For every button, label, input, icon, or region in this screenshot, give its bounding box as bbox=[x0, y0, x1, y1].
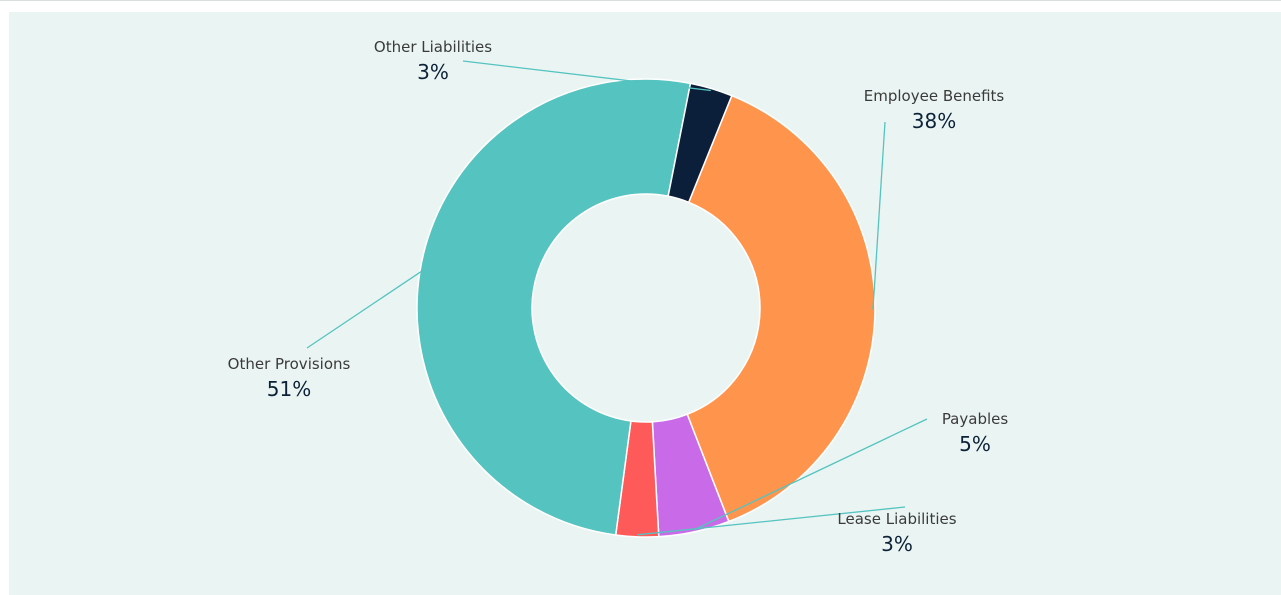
slice-label-value: 51% bbox=[267, 377, 311, 401]
leader-line-0 bbox=[872, 121, 886, 310]
slice-label-name: Employee Benefits bbox=[864, 87, 1005, 105]
slice-other-provisions bbox=[416, 78, 692, 536]
top-border bbox=[0, 0, 1281, 10]
slice-labels: Employee Benefits 38% Payables 5% Lease Liab… bbox=[228, 38, 1009, 556]
slice-other-liabilities bbox=[667, 82, 733, 204]
slice-label-value: 3% bbox=[417, 60, 449, 84]
donut-chart: Employee Benefits 38% Payables 5% Lease Liab… bbox=[228, 38, 1009, 556]
leader-line-4 bbox=[462, 60, 711, 92]
slice-label-name: Other Liabilities bbox=[374, 38, 492, 56]
leader-line-1 bbox=[693, 418, 928, 531]
slice-label-name: Lease Liabilities bbox=[837, 510, 956, 528]
slice-label-value: 38% bbox=[912, 109, 956, 133]
slice-label-value: 5% bbox=[959, 432, 991, 456]
leader-lines bbox=[306, 60, 928, 536]
slice-label-value: 3% bbox=[881, 532, 913, 556]
chart-panel: Employee Benefits 38% Payables 5% Lease Liab… bbox=[9, 12, 1281, 595]
slice-employee-benefits bbox=[686, 94, 876, 523]
donut-slices bbox=[416, 78, 876, 538]
slice-label-name: Payables bbox=[942, 410, 1009, 428]
leader-line-2 bbox=[637, 506, 906, 536]
slice-label-name: Other Provisions bbox=[228, 355, 351, 373]
leader-line-3 bbox=[306, 270, 423, 349]
